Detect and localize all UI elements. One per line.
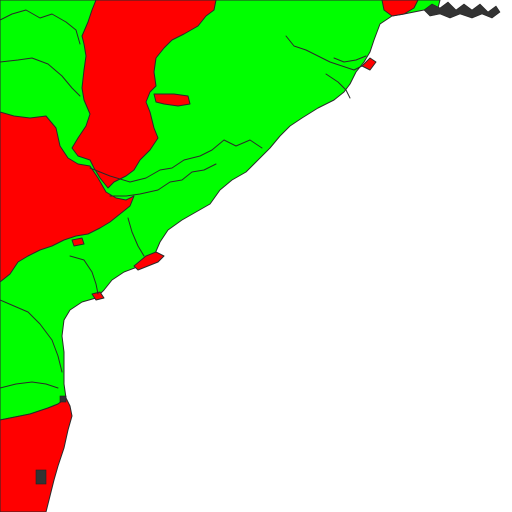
river-south-2 (69, 255, 99, 295)
river-delta-branch-1 (325, 73, 351, 99)
red-region-southwest (0, 397, 73, 512)
river-central-north (285, 35, 363, 71)
islet-cluster-northeast (423, 1, 501, 19)
red-region-spur (153, 93, 191, 107)
river-northwest (0, 9, 81, 45)
river-south-1 (127, 217, 145, 257)
red-region-west (0, 111, 135, 283)
river-delta-branch-2 (333, 55, 367, 63)
river-lower-west (0, 381, 59, 389)
red-region-estuary (361, 57, 377, 71)
red-region-inlet (71, 237, 85, 247)
islet-1 (35, 469, 47, 485)
river-west-upper (0, 57, 81, 97)
red-region-northeast (381, 0, 419, 17)
river-central (89, 139, 263, 183)
river-southwest (0, 299, 63, 373)
red-region-north (71, 0, 217, 189)
islet-2 (59, 395, 67, 403)
red-region-delta (133, 251, 165, 271)
river-central-lower (109, 163, 217, 197)
